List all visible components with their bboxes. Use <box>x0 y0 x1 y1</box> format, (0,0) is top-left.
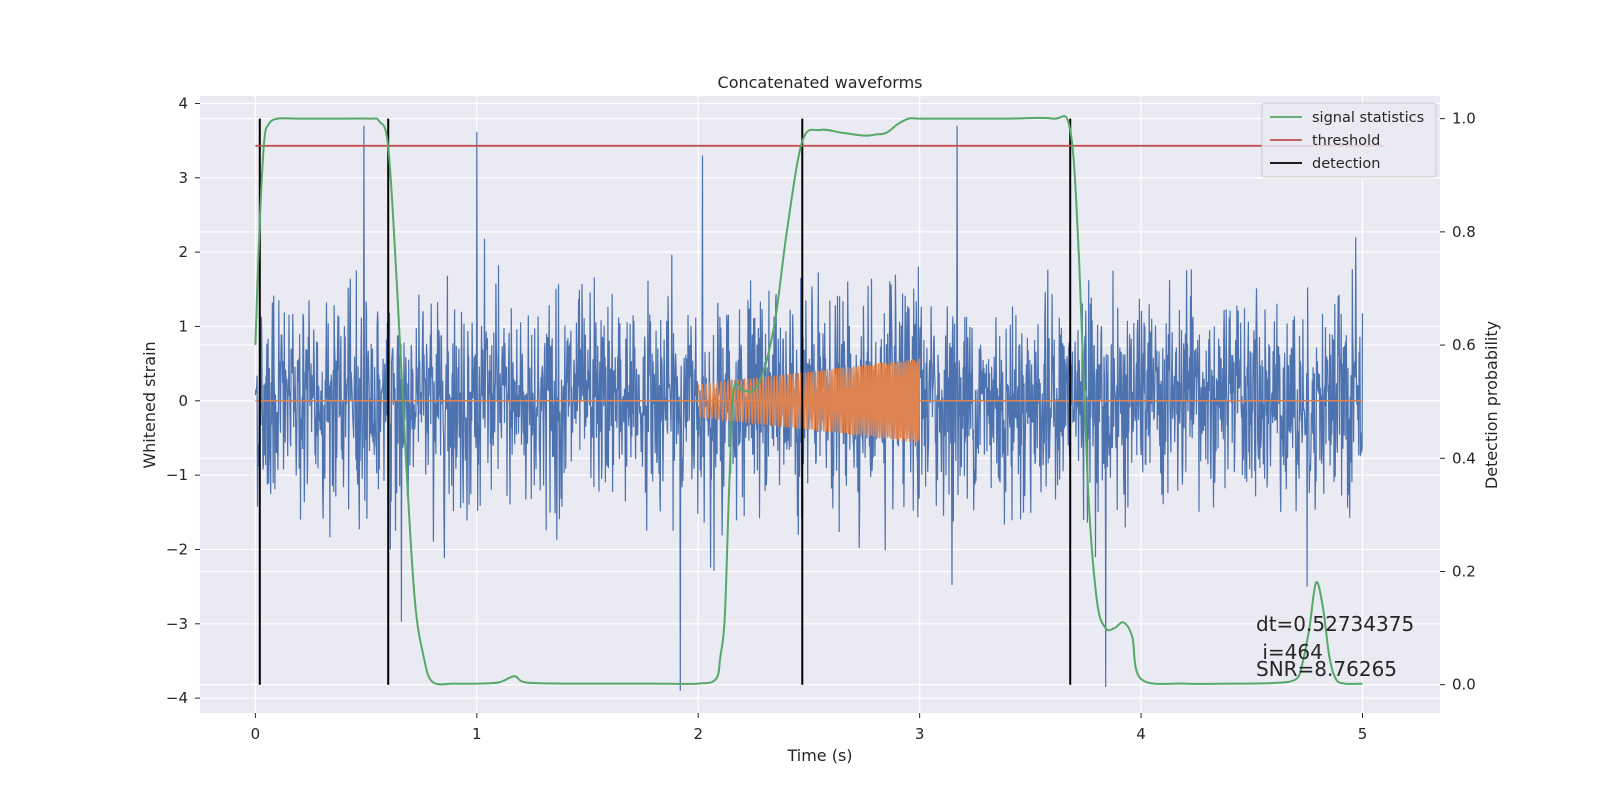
chart-title: Concatenated waveforms <box>718 73 923 92</box>
y-right-tick-label: 0.4 <box>1452 449 1476 467</box>
x-tick-label: 1 <box>472 725 482 743</box>
y-tick-label: −2 <box>166 540 188 558</box>
legend-frame <box>1261 102 1437 178</box>
annotation-snr: SNR=8.76265 <box>1256 657 1397 681</box>
axis-ticks: 0 1 2 3 4 5 −4 −3 −2 −1 0 1 2 3 4 0.0 0.2 0.4 0.6 0.8 1.0 <box>166 94 1476 743</box>
legend: signal statistics threshold detection <box>1261 102 1437 178</box>
y-tick-label: 3 <box>178 169 188 187</box>
y-tick-label: −1 <box>166 466 188 484</box>
legend-label-threshold: threshold <box>1312 133 1380 149</box>
y-axis-right-label: Detection probability <box>1482 321 1501 489</box>
x-tick-label: 2 <box>693 725 703 743</box>
y-right-tick-label: 0.0 <box>1452 676 1476 694</box>
x-tick-label: 0 <box>251 725 261 743</box>
annotation-dt: dt=0.52734375 <box>1256 612 1414 636</box>
signal-statistics-line <box>254 115 1363 686</box>
y-tick-label: 2 <box>178 243 188 261</box>
x-tick-label: 3 <box>915 725 925 743</box>
x-axis-label: Time (s) <box>786 746 852 765</box>
x-tick-label: 5 <box>1358 725 1368 743</box>
y-tick-label: 0 <box>178 392 188 410</box>
y-right-tick-label: 1.0 <box>1452 110 1476 128</box>
right-axis-series <box>254 115 1385 686</box>
y-tick-label: −3 <box>166 615 188 633</box>
y-tick-label: 1 <box>178 317 188 335</box>
annotation-index: i=464 <box>1256 640 1323 664</box>
injection-chirp-line <box>697 358 921 443</box>
y-right-tick-label: 0.2 <box>1452 562 1476 580</box>
y-tick-label: −4 <box>166 689 188 707</box>
y-axis-label: Whitened strain <box>140 341 159 468</box>
injection-series <box>255 358 1363 443</box>
y-right-tick-label: 0.6 <box>1452 336 1476 354</box>
y-tick-label: 4 <box>178 94 188 112</box>
plot-area <box>254 115 1385 691</box>
x-tick-label: 4 <box>1136 725 1146 743</box>
y-right-tick-label: 0.8 <box>1452 223 1476 241</box>
legend-label-detection: detection <box>1312 156 1380 172</box>
legend-label-signal-statistics: signal statistics <box>1312 110 1424 126</box>
